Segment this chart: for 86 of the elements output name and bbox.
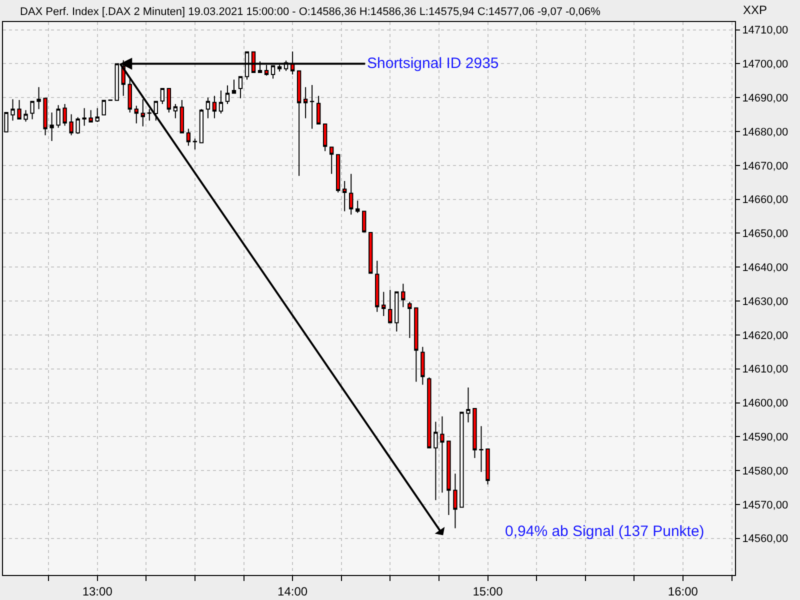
y-tick-label: 14620,00 bbox=[742, 330, 788, 342]
y-tick-label: 14560,00 bbox=[742, 533, 788, 546]
candlestick bbox=[69, 114, 74, 136]
y-tick-label: 14590,00 bbox=[742, 432, 788, 444]
candlestick bbox=[212, 95, 217, 119]
candlestick bbox=[356, 200, 360, 214]
candlestick bbox=[56, 104, 60, 128]
y-tick-label: 14570,00 bbox=[742, 499, 788, 512]
y-tick-label: 14600,00 bbox=[742, 398, 788, 410]
candlestick bbox=[82, 108, 86, 126]
candlestick bbox=[466, 387, 470, 423]
candlestick bbox=[238, 76, 243, 99]
x-tick-label: 15:00 bbox=[472, 584, 504, 598]
candlestick bbox=[102, 100, 106, 116]
annotation: 0,94% ab Signal (137 Punkte) bbox=[505, 523, 704, 540]
candlestick bbox=[453, 473, 458, 529]
candlestick bbox=[427, 376, 432, 448]
candlestick bbox=[10, 98, 15, 122]
y-tick-label: 14690,00 bbox=[742, 92, 788, 104]
candlestick bbox=[24, 110, 28, 122]
candlestick bbox=[140, 98, 145, 127]
chart-title: DAX Perf. Index [.DAX 2 Minuten] 19.03.2021 15:00:00 - O:14586,36 H:14586,36 L:14575,94 C:14577,06 -9,07 -0,06% bbox=[20, 6, 601, 18]
candlestick bbox=[414, 307, 418, 382]
candlestick bbox=[382, 291, 386, 316]
y-tick-label: 14670,00 bbox=[742, 160, 788, 172]
candlestick bbox=[329, 146, 334, 174]
candlestick bbox=[43, 98, 48, 136]
candlestick bbox=[368, 232, 373, 274]
candlestick bbox=[472, 408, 477, 459]
candlestick bbox=[232, 79, 236, 94]
candlestick bbox=[199, 108, 204, 144]
y-tick-label: 14650,00 bbox=[742, 228, 788, 240]
x-tick-label: 13:00 bbox=[82, 584, 113, 598]
candlestick bbox=[479, 426, 484, 472]
candlestick bbox=[408, 301, 412, 338]
candlestick bbox=[50, 112, 54, 142]
candlestick bbox=[17, 99, 22, 120]
candlestick bbox=[342, 180, 347, 212]
candlestick bbox=[316, 95, 321, 125]
x-tick-label: 14:00 bbox=[278, 584, 308, 598]
candlestick bbox=[128, 77, 132, 114]
y-axis-title: XXP bbox=[743, 3, 768, 17]
candlestick bbox=[446, 440, 451, 516]
candlestick bbox=[147, 108, 152, 122]
y-tick-label: 14710,00 bbox=[742, 24, 788, 37]
candlestick bbox=[394, 291, 399, 332]
candlestick bbox=[95, 108, 100, 123]
candlestick bbox=[180, 99, 184, 134]
candlestick bbox=[134, 105, 138, 124]
candlestick bbox=[192, 138, 198, 150]
y-tick-label: 14610,00 bbox=[742, 364, 788, 376]
candlestick bbox=[440, 416, 444, 494]
candlestick bbox=[336, 154, 340, 194]
candlestick bbox=[349, 173, 354, 216]
candlestick bbox=[173, 104, 178, 119]
candlestick bbox=[30, 100, 34, 120]
x-tick-label: 16:00 bbox=[668, 584, 698, 598]
candlestick bbox=[186, 128, 191, 146]
candlestick bbox=[322, 124, 328, 152]
y-tick-label: 14580,00 bbox=[742, 465, 788, 478]
candlestick bbox=[310, 84, 314, 130]
candlestick bbox=[401, 283, 406, 308]
candlestick bbox=[434, 421, 438, 501]
candlestick bbox=[88, 110, 93, 123]
candlestick bbox=[225, 84, 230, 105]
candlestick bbox=[62, 104, 67, 126]
candlestick bbox=[303, 86, 308, 119]
candlestick bbox=[206, 97, 210, 119]
candlestick bbox=[388, 289, 392, 324]
candlestick bbox=[420, 346, 425, 386]
y-tick-label: 14680,00 bbox=[742, 126, 788, 138]
candlestick bbox=[486, 448, 490, 485]
candlestick bbox=[36, 86, 41, 110]
candlestick bbox=[76, 116, 80, 134]
annotation: Shortsignal ID 2935 bbox=[367, 55, 499, 72]
candlestick bbox=[160, 88, 165, 105]
candlestick bbox=[296, 70, 302, 176]
y-tick-label: 14660,00 bbox=[742, 194, 788, 206]
candlestick bbox=[218, 90, 224, 114]
y-tick-label: 14630,00 bbox=[742, 296, 788, 308]
candlestick bbox=[166, 88, 172, 114]
candlestick bbox=[375, 260, 380, 312]
candlestick bbox=[460, 412, 464, 508]
y-tick-label: 14700,00 bbox=[742, 58, 788, 71]
candlestick bbox=[362, 210, 366, 234]
y-tick-label: 14640,00 bbox=[742, 262, 788, 274]
